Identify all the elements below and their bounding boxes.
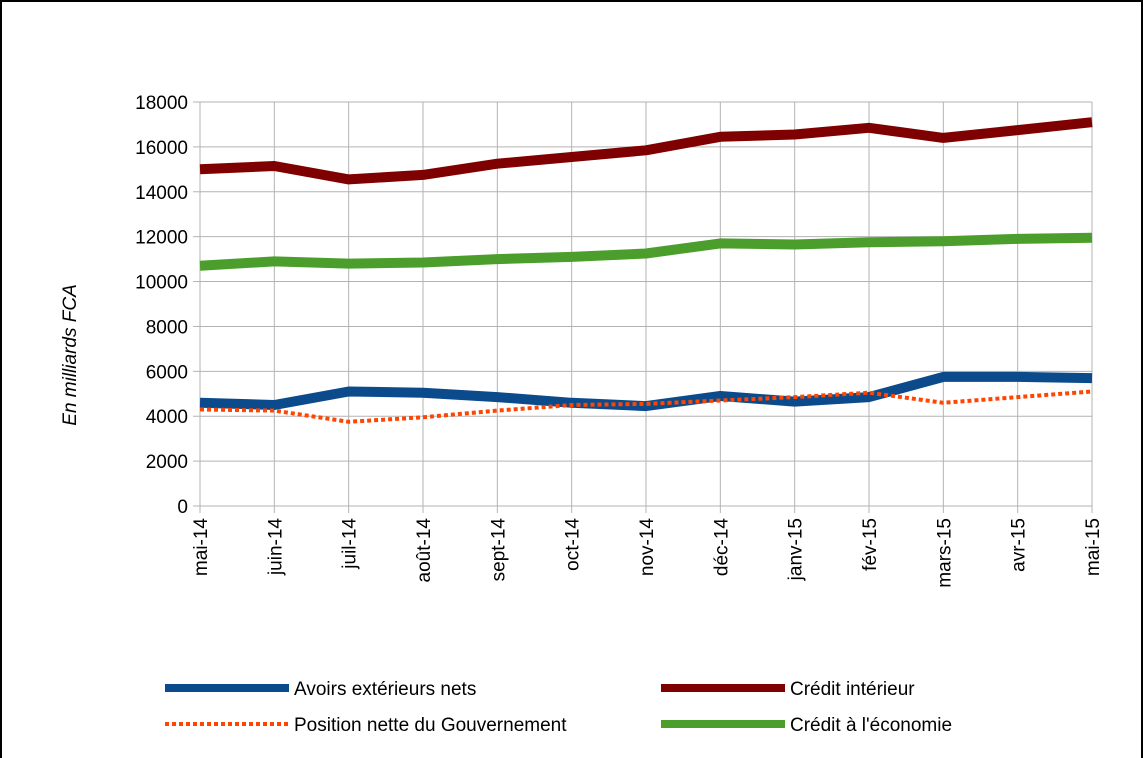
x-tick-label: sept-14 xyxy=(488,518,509,582)
legend-item-3: Crédit à l'économie xyxy=(661,715,952,736)
x-tick-label: janv-15 xyxy=(786,518,807,581)
series-lines xyxy=(199,117,1093,424)
x-tick-label: mai-15 xyxy=(1083,518,1104,576)
x-tick-label: août-14 xyxy=(414,518,435,583)
x-tick-labels: mai-14 juin-14 juil-14 août-14 sept-14 oct-14… xyxy=(191,518,1104,588)
legend: Avoirs extérieurs nets Crédit intérieur Po… xyxy=(165,679,952,736)
legend-item-2: Position nette du Gouvernement xyxy=(165,715,567,736)
x-tick-label: nov-14 xyxy=(637,518,658,577)
y-axis-label: En milliards FCA xyxy=(60,284,81,425)
y-tick-label: 14000 xyxy=(135,183,188,204)
x-tick-label: mars-15 xyxy=(934,518,955,588)
x-tick-label: juil-14 xyxy=(340,518,361,570)
y-tick-label: 8000 xyxy=(146,317,188,338)
x-tick-label: juin-14 xyxy=(265,518,286,576)
y-tick-label: 10000 xyxy=(135,273,188,294)
x-tick-label: avr-15 xyxy=(1009,518,1030,572)
legend-label: Position nette du Gouvernement xyxy=(294,715,567,736)
x-tick-label: fév-15 xyxy=(860,518,881,571)
x-tick-label: oct-14 xyxy=(563,518,584,571)
y-tick-label: 0 xyxy=(177,497,188,518)
series-line-2 xyxy=(199,389,1093,424)
legend-label: Crédit à l'économie xyxy=(790,715,952,736)
y-tick-label: 6000 xyxy=(146,362,188,383)
y-tick-label: 12000 xyxy=(135,228,188,249)
legend-label: Crédit intérieur xyxy=(790,679,915,700)
y-tick-label: 4000 xyxy=(146,407,188,428)
y-tick-labels: 0 2000 4000 6000 8000 10000 12000 14000 16000 180… xyxy=(135,93,188,518)
legend-item-1: Crédit intérieur xyxy=(661,679,915,700)
legend-label: Avoirs extérieurs nets xyxy=(294,679,476,700)
series-line-1 xyxy=(199,117,1093,185)
series-line-3 xyxy=(199,232,1093,271)
legend-item-0: Avoirs extérieurs nets xyxy=(165,679,476,700)
series-line-0 xyxy=(199,371,1093,412)
grid-lines xyxy=(199,101,1093,506)
x-tick-label: déc-14 xyxy=(711,518,732,577)
x-tick-label: mai-14 xyxy=(191,518,212,577)
y-tick-label: 18000 xyxy=(135,93,188,114)
y-tick-label: 2000 xyxy=(146,452,188,473)
y-tick-label: 16000 xyxy=(135,138,188,159)
axes xyxy=(193,101,1093,513)
